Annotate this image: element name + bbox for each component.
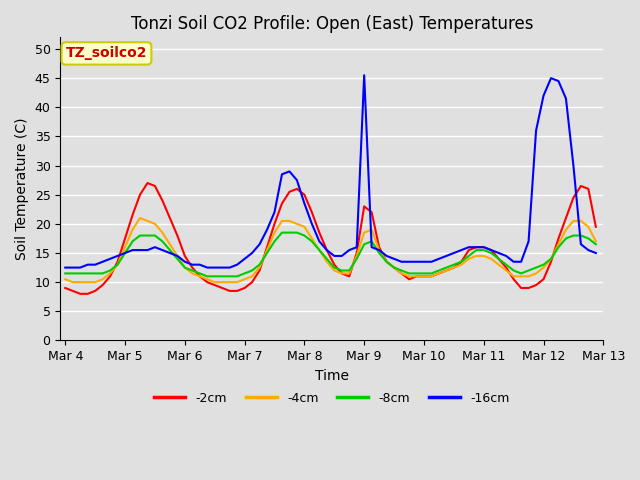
-2cm xyxy=(256,268,264,274)
X-axis label: Time: Time xyxy=(315,369,349,383)
-4cm xyxy=(435,271,443,276)
-4cm xyxy=(413,274,420,279)
-4cm xyxy=(256,264,264,270)
-16cm xyxy=(360,72,368,78)
-16cm xyxy=(188,262,196,267)
-2cm xyxy=(143,180,151,186)
-2cm xyxy=(562,215,570,221)
-8cm xyxy=(204,274,211,279)
-8cm xyxy=(562,236,570,241)
Y-axis label: Soil Temperature (C): Soil Temperature (C) xyxy=(15,118,29,260)
-8cm xyxy=(136,233,144,239)
-16cm xyxy=(136,247,144,253)
-16cm xyxy=(61,264,69,270)
-2cm xyxy=(413,274,420,279)
-8cm xyxy=(592,241,600,247)
-4cm xyxy=(69,279,77,285)
-4cm xyxy=(375,247,383,253)
-2cm xyxy=(435,271,443,276)
-8cm xyxy=(413,271,420,276)
-4cm xyxy=(61,276,69,282)
-16cm xyxy=(592,250,600,256)
-8cm xyxy=(435,268,443,274)
-8cm xyxy=(375,250,383,256)
Text: TZ_soilco2: TZ_soilco2 xyxy=(66,47,147,60)
-2cm xyxy=(61,285,69,291)
-4cm xyxy=(592,239,600,244)
-8cm xyxy=(278,230,286,236)
Line: -8cm: -8cm xyxy=(65,233,596,276)
-4cm xyxy=(562,227,570,233)
-16cm xyxy=(241,256,248,262)
Line: -4cm: -4cm xyxy=(65,218,596,282)
Title: Tonzi Soil CO2 Profile: Open (East) Temperatures: Tonzi Soil CO2 Profile: Open (East) Temp… xyxy=(131,15,533,33)
-4cm xyxy=(136,215,144,221)
-2cm xyxy=(76,291,84,297)
-8cm xyxy=(61,271,69,276)
-16cm xyxy=(368,244,376,250)
Legend: -2cm, -4cm, -8cm, -16cm: -2cm, -4cm, -8cm, -16cm xyxy=(149,387,515,410)
-16cm xyxy=(405,259,413,264)
Line: -16cm: -16cm xyxy=(65,75,596,267)
-8cm xyxy=(248,268,256,274)
Line: -2cm: -2cm xyxy=(65,183,596,294)
-2cm xyxy=(375,244,383,250)
-16cm xyxy=(428,259,435,264)
-4cm xyxy=(151,221,159,227)
-2cm xyxy=(592,224,600,229)
-2cm xyxy=(151,183,159,189)
